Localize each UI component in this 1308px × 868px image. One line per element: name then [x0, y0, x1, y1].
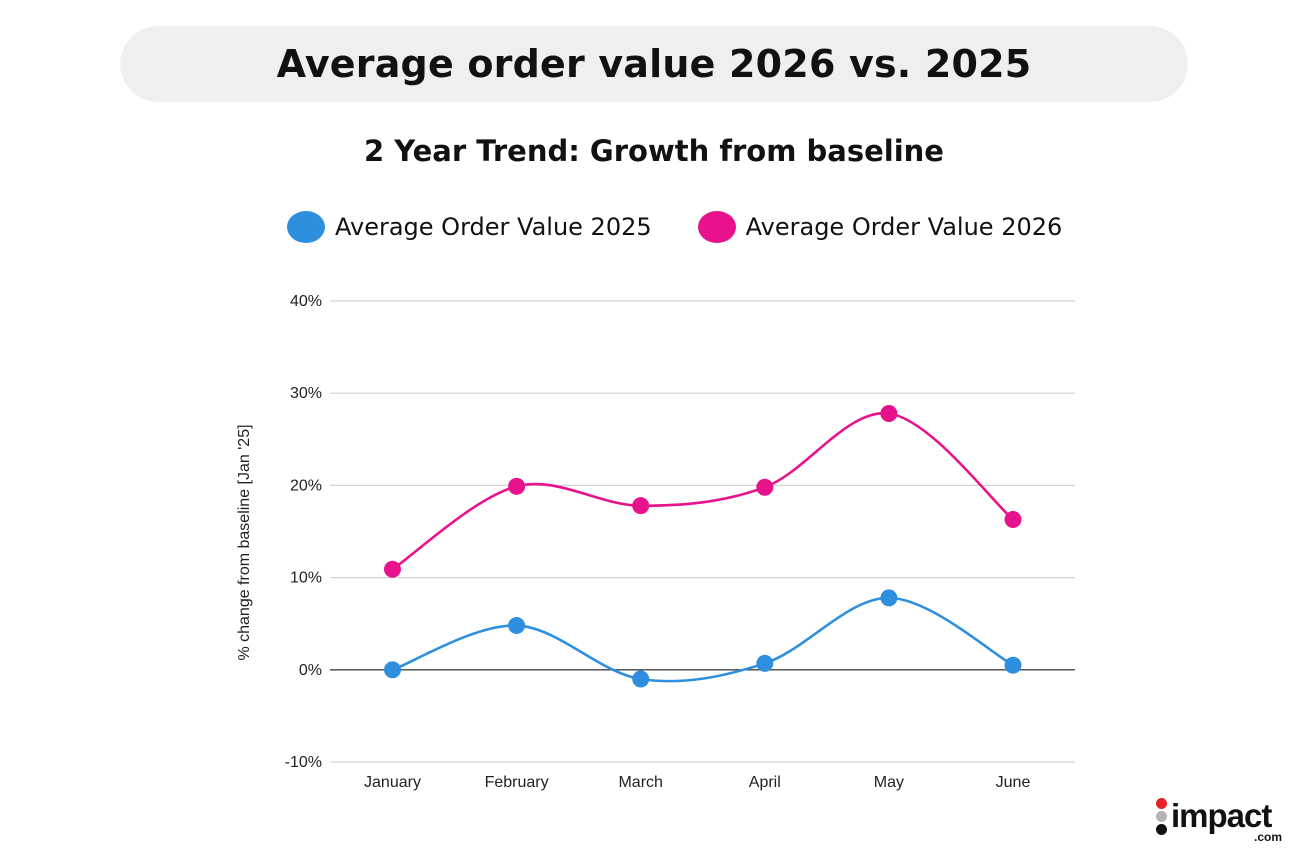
data-point-2025-june — [1004, 656, 1022, 674]
chart-title: 2 Year Trend: Growth from baseline — [364, 134, 944, 168]
x-tick-label: February — [485, 774, 549, 791]
y-tick-label: 30% — [290, 385, 322, 402]
y-axis-label: % change from baseline [Jan '25] — [236, 424, 253, 660]
legend-swatch-2026 — [697, 211, 736, 243]
chart-legend: Average Order Value 2025 Average Order V… — [287, 208, 1062, 246]
logo-wordmark: impact — [1171, 797, 1272, 834]
data-point-2026-march — [632, 497, 650, 515]
y-tick-label: 0% — [299, 662, 322, 679]
data-point-2025-january — [384, 661, 401, 679]
data-point-2026-april — [756, 478, 774, 496]
data-point-2025-february — [508, 617, 526, 635]
data-point-2026-june — [1004, 511, 1022, 529]
logo-dot-red — [1156, 798, 1167, 809]
data-point-2025-march — [632, 670, 650, 688]
data-point-2025-april — [756, 654, 774, 672]
title-banner: Average order value 2026 vs. 2025 — [120, 26, 1188, 102]
logo-dot-black — [1156, 824, 1167, 835]
x-tick-label: June — [996, 774, 1031, 791]
legend-swatch-2025 — [287, 211, 325, 243]
page-title: Average order value 2026 vs. 2025 — [276, 42, 1032, 86]
legend-item-2026: Average Order Value 2026 — [697, 211, 1063, 243]
y-tick-label: 40% — [290, 293, 322, 310]
data-point-2026-january — [384, 560, 401, 578]
legend-label-2026: Average Order Value 2026 — [745, 213, 1063, 241]
legend-label-2025: Average Order Value 2025 — [335, 213, 652, 241]
x-tick-label: January — [364, 774, 421, 791]
y-tick-label: 20% — [290, 477, 322, 494]
x-tick-label: March — [618, 774, 662, 791]
legend-item-2025: Average Order Value 2025 — [287, 211, 652, 243]
data-point-2026-may — [880, 404, 898, 422]
series-line-2026 — [391, 412, 1014, 571]
x-tick-label: May — [874, 774, 904, 791]
impact-logo: impact .com — [1154, 798, 1282, 844]
data-point-2026-february — [508, 477, 526, 495]
x-tick-label: April — [749, 774, 781, 791]
y-tick-label: -10% — [285, 754, 322, 771]
series-line-2025 — [392, 596, 1014, 683]
logo-tld: .com — [1253, 830, 1282, 844]
logo-dot-grey — [1156, 811, 1167, 822]
y-tick-label: 10% — [290, 570, 322, 587]
data-point-2025-may — [880, 589, 898, 607]
